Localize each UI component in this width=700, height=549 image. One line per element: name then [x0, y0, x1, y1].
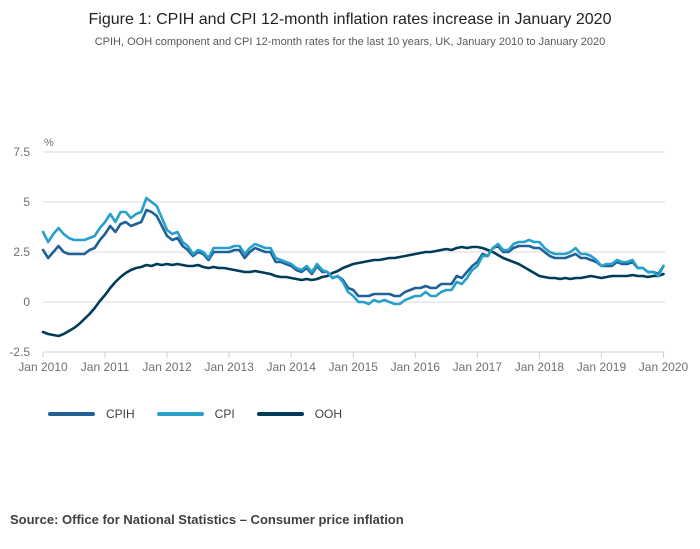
- series-line-cpi[interactable]: [41, 196, 665, 306]
- figure-subtitle: CPIH, OOH component and CPI 12-month rat…: [94, 36, 606, 48]
- x-axis-tick-label: Jan 2010: [18, 360, 68, 374]
- x-axis-tick-label: Jan 2020: [639, 360, 689, 374]
- y-axis-tick-label: -2.5: [9, 345, 30, 359]
- source-note: Source: Office for National Statistics –…: [10, 512, 404, 527]
- x-axis-tick-label: Jan 2019: [577, 360, 627, 374]
- x-axis-tick-label: Jan 2011: [81, 360, 130, 374]
- series-line-cpih[interactable]: [41, 208, 665, 298]
- x-axis-tick-label: Jan 2015: [329, 360, 379, 374]
- y-axis-tick-label: 5: [23, 195, 30, 209]
- chart-legend: CPIH CPI OOH: [48, 407, 364, 421]
- inflation-line-chart[interactable]: 7.5 5 2.5 0 -2.5% Jan 2010 Jan 2011 Jan 2012 Jan…: [0, 0, 700, 400]
- legend-item-cpi[interactable]: CPI: [156, 407, 235, 421]
- x-axis-tick-label: Jan 2014: [267, 360, 317, 374]
- legend-label-ooh: OOH: [314, 407, 343, 421]
- legend-swatch-ooh: [256, 412, 304, 416]
- legend-swatch-cpi: [156, 412, 204, 416]
- x-axis-tick-label: Jan 2018: [515, 360, 565, 374]
- legend-label-cpi: CPI: [214, 407, 235, 421]
- x-axis-tick-label: Jan 2016: [391, 360, 441, 374]
- legend-item-ooh[interactable]: OOH: [256, 407, 343, 421]
- figure-title: Figure 1: CPIH and CPI 12-month inflatio…: [88, 11, 612, 28]
- legend-swatch-cpih: [48, 412, 95, 416]
- x-axis-tick-label: Jan 2013: [204, 360, 254, 374]
- y-axis-tick-label: 2.5: [13, 245, 30, 259]
- y-axis-tick-label: 0: [23, 295, 30, 309]
- series-line-ooh[interactable]: [41, 245, 665, 338]
- legend-label-cpih: CPIH: [106, 407, 135, 421]
- x-axis-tick-label: Jan 2017: [453, 360, 503, 374]
- y-axis-unit-label: %: [44, 137, 54, 149]
- legend-item-cpih[interactable]: CPIH: [48, 407, 135, 421]
- x-axis-tick-label: Jan 2012: [142, 360, 192, 374]
- y-axis-tick-label: 7.5: [13, 145, 30, 159]
